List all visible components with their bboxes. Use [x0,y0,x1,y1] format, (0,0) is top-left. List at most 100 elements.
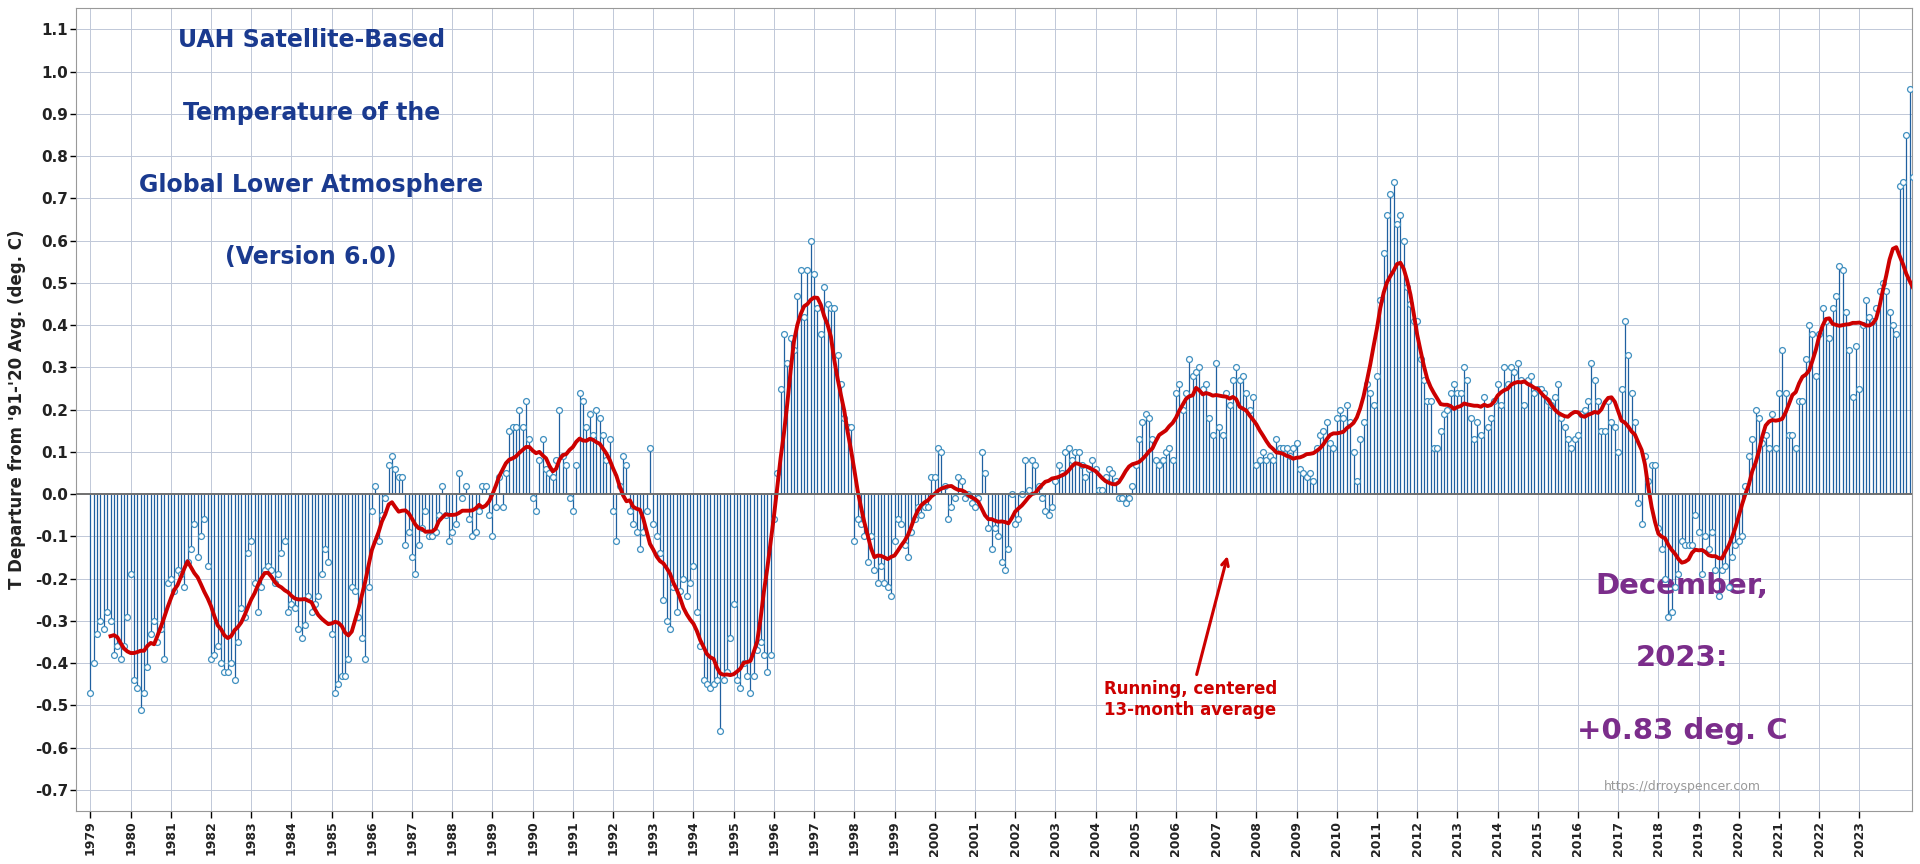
Point [109,639,140,653]
Point [1753,441,1784,454]
Point [1716,550,1747,564]
Point [313,555,344,569]
Point [996,487,1027,501]
Point [136,626,167,640]
Point [672,588,703,602]
Point [588,428,618,442]
Point [691,677,722,691]
Point [75,686,106,700]
Point [426,479,457,492]
Point [1546,411,1576,425]
Point [920,470,950,484]
Point [1778,428,1809,442]
Point [1123,432,1154,446]
Point [1006,487,1037,501]
Point [1352,378,1382,391]
Point [1371,208,1402,222]
Point [1158,454,1188,467]
Point [1294,466,1325,480]
Point [267,546,298,560]
Point [1281,436,1311,450]
Text: UAH Satellite-Based: UAH Satellite-Based [179,29,445,53]
Point [732,669,762,683]
Point [497,420,528,434]
Point [1108,492,1139,505]
Point [641,530,672,543]
Point [543,403,574,416]
Point [741,644,772,658]
Point [939,492,970,505]
Point [803,302,833,315]
Point [701,673,732,687]
Point [440,517,470,530]
Point [1811,314,1841,327]
Point [309,542,340,556]
Point [1549,420,1580,434]
Point [1279,441,1309,454]
Point [1331,398,1361,412]
Point [1540,390,1571,403]
Point [1532,394,1563,408]
Point [359,479,390,492]
Point [1212,386,1242,400]
Point [1208,428,1238,442]
Point [478,530,509,543]
Point [1265,441,1296,454]
Point [762,466,793,480]
Point [1622,496,1653,510]
Point [749,648,780,662]
Point [511,394,541,408]
Point [1868,276,1899,289]
Point [156,572,186,586]
Point [1766,344,1797,358]
Point [269,534,300,548]
Point [111,610,142,624]
Point [1563,428,1594,442]
Point [781,289,812,302]
Point [246,580,276,594]
Point [584,411,614,425]
Point [1910,403,1920,416]
Point [1369,246,1400,260]
Point [515,432,545,446]
Point [1315,436,1346,450]
Point [897,525,927,539]
Point [1586,424,1617,438]
Point [307,568,338,581]
Point [1528,386,1559,400]
Text: Global Lower Atmosphere: Global Lower Atmosphere [140,173,484,197]
Point [182,550,213,564]
Point [812,297,843,311]
Point [1878,318,1908,332]
Point [1475,411,1505,425]
Point [728,656,758,670]
Point [323,677,353,691]
Point [766,382,797,396]
Text: December,: December, [1596,572,1768,600]
Point [568,394,599,408]
Point [538,470,568,484]
Point [1135,411,1165,425]
Point [1897,170,1920,184]
Point [735,686,766,700]
Point [1509,398,1540,412]
Point [1104,492,1135,505]
Point [516,492,547,505]
Point [1630,449,1661,463]
Point [192,559,223,573]
Point [1016,454,1046,467]
Point [726,682,756,696]
Point [1667,534,1697,548]
Point [159,584,190,598]
Point [1847,318,1878,332]
Point [557,504,588,518]
Point [685,639,716,653]
Point [372,458,403,472]
Point [952,487,983,501]
Point [816,302,847,315]
Point [618,517,649,530]
Point [1824,259,1855,273]
Point [1649,572,1680,586]
Point [1419,441,1450,454]
Point [1730,479,1761,492]
